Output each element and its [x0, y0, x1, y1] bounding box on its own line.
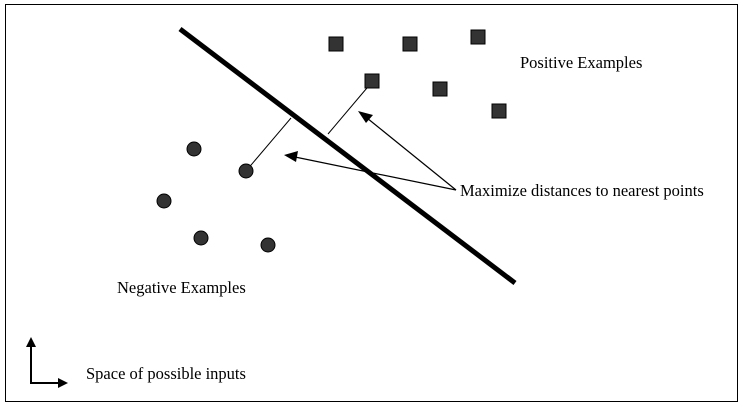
- negative-examples-label: Negative Examples: [117, 278, 246, 297]
- positive-example: [364, 73, 380, 89]
- margin-line-negative: [245, 117, 292, 172]
- input-space-label: Space of possible inputs: [86, 364, 246, 383]
- positive-example: [328, 36, 344, 52]
- negative-example: [260, 237, 276, 253]
- separating-line: [178, 27, 517, 285]
- annotation-arrow-lower: [284, 151, 457, 191]
- negative-example: [238, 163, 254, 179]
- annotation-label: Maximize distances to nearest points: [460, 181, 704, 200]
- positive-example: [402, 36, 418, 52]
- positive-example: [432, 81, 448, 97]
- negative-example: [156, 193, 172, 209]
- annotation-arrow-upper: [358, 111, 457, 191]
- positive-example: [491, 103, 507, 119]
- negative-example: [193, 230, 209, 246]
- margin-line-positive: [327, 81, 373, 135]
- positive-examples-label: Positive Examples: [520, 53, 643, 72]
- positive-example: [470, 29, 486, 45]
- frame-border: [5, 4, 738, 402]
- negative-example: [186, 141, 202, 157]
- axes-icon: [26, 337, 68, 388]
